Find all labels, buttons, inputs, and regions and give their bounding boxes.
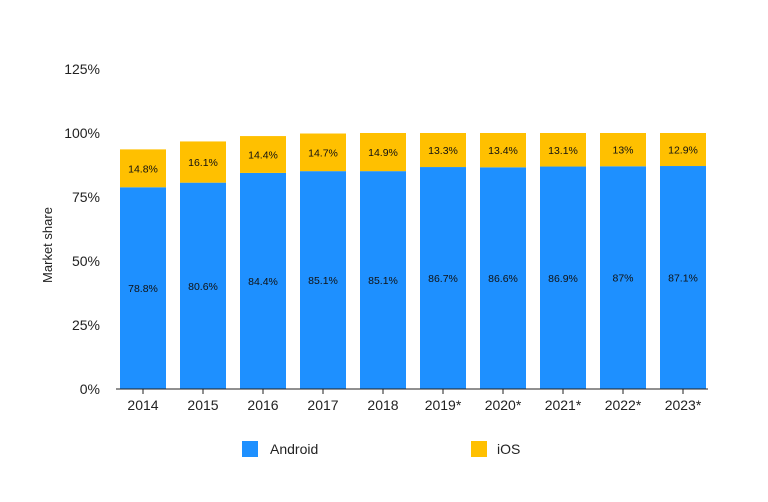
data-label-android: 85.1% (308, 275, 338, 287)
bar-android (360, 171, 406, 389)
data-label-android: 86.7% (428, 273, 458, 285)
y-tick-label: 25% (72, 317, 100, 333)
data-label-android: 87% (612, 273, 633, 285)
legend-label-android: Android (270, 441, 318, 457)
legend: Android iOS (242, 441, 520, 457)
bar-android (600, 166, 646, 389)
data-label-android: 78.8% (128, 283, 158, 295)
x-tick-label: 2017 (307, 397, 338, 413)
data-label-ios: 14.8% (128, 163, 158, 175)
y-tick-label: 0% (80, 381, 100, 397)
data-label-ios: 12.9% (668, 145, 698, 157)
legend-label-ios: iOS (497, 441, 520, 457)
bars: 78.8% 14.8% 80.6% 16.1% 84.4% 14.4% 85.1% 14.7%… (120, 133, 706, 389)
x-tick-label: 2018 (367, 397, 398, 413)
data-label-android: 85.1% (368, 275, 398, 287)
x-tick-label: 2016 (247, 397, 278, 413)
bar-android (120, 187, 166, 389)
x-tick-label: 2022* (605, 397, 642, 413)
y-tick-label: 75% (72, 189, 100, 205)
data-label-ios: 16.1% (188, 157, 218, 169)
data-label-ios: 13% (612, 145, 633, 157)
y-tick-label: 100% (64, 125, 100, 141)
x-tick-label: 2023* (665, 397, 702, 413)
bar-ios (540, 133, 586, 167)
data-label-android: 86.9% (548, 273, 578, 285)
bar-android (540, 166, 586, 389)
x-tick-label: 2020* (485, 397, 522, 413)
x-tick-label: 2014 (127, 397, 158, 413)
legend-swatch-ios (471, 441, 487, 457)
data-label-android: 86.6% (488, 273, 518, 285)
bar-ios (300, 133, 346, 172)
data-label-ios: 14.7% (308, 147, 338, 159)
data-label-ios: 14.4% (248, 150, 278, 162)
bar-ios (420, 133, 466, 168)
data-label-ios: 13.1% (548, 145, 578, 157)
x-tick-label: 2015 (187, 397, 218, 413)
bar-ios (360, 133, 406, 172)
data-label-android: 80.6% (188, 281, 218, 293)
x-tick-label: 2019* (425, 397, 462, 413)
bar-ios (480, 133, 526, 168)
data-label-ios: 14.9% (368, 147, 398, 159)
y-tick-label: 50% (72, 253, 100, 269)
x-axis: 2014 2015 2016 2017 2018 2019* 2020* 2021* 2022*… (127, 389, 702, 413)
bar-android (240, 172, 286, 389)
y-tick-label: 125% (64, 61, 100, 77)
bar-ios (660, 133, 706, 167)
bar-ios (240, 136, 286, 173)
y-axis: 0% 25% 50% 75% 100% 125% (64, 61, 100, 397)
y-axis-label: Market share (40, 207, 55, 283)
bar-android (300, 171, 346, 389)
bar-ios (180, 141, 226, 183)
data-label-ios: 13.3% (428, 145, 458, 157)
data-label-android: 87.1% (668, 273, 698, 285)
bar-ios (120, 149, 166, 188)
bar-ios (600, 133, 646, 167)
data-label-android: 84.4% (248, 276, 278, 288)
bar-android (480, 167, 526, 389)
bar-android (420, 167, 466, 389)
legend-swatch-android (242, 441, 258, 457)
x-tick-label: 2021* (545, 397, 582, 413)
data-label-ios: 13.4% (488, 145, 518, 157)
bar-android (660, 166, 706, 389)
bar-android (180, 182, 226, 389)
